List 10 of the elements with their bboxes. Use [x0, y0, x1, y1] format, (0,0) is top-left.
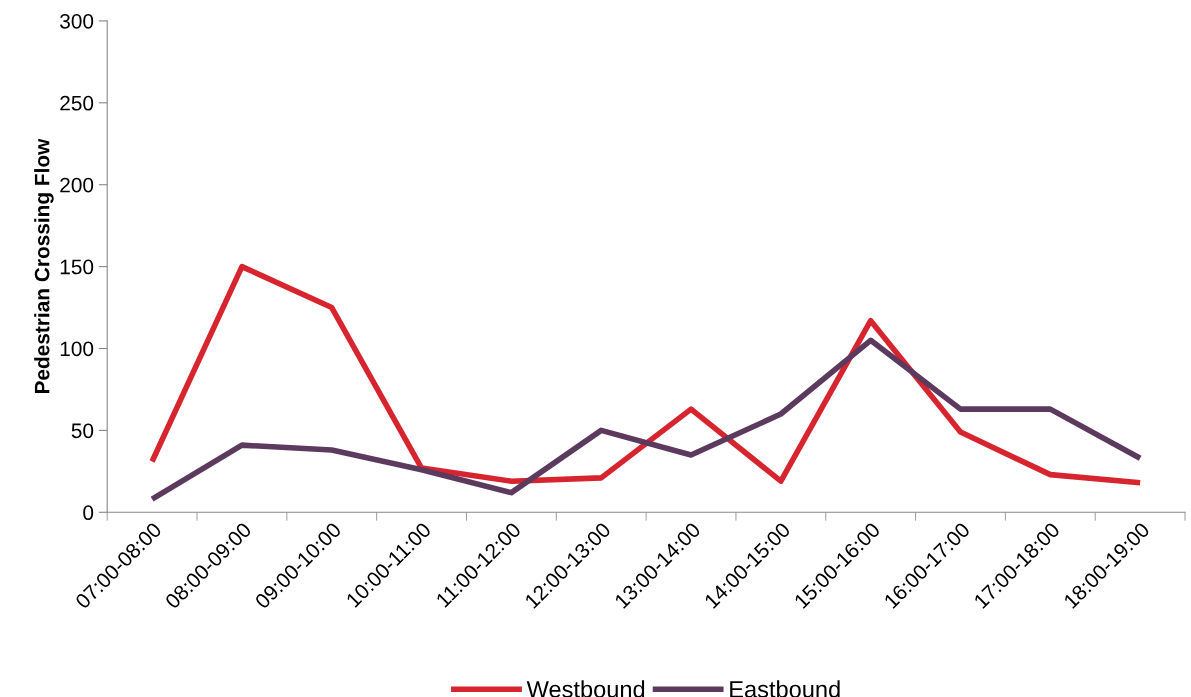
legend-label: Westbound: [526, 680, 645, 697]
y-tick-label: 250: [60, 95, 94, 111]
y-tick-label: 100: [60, 341, 94, 357]
legend-label: Eastbound: [730, 680, 840, 697]
y-tick-label: 150: [60, 259, 94, 275]
y-axis-title: Pedestrian Crossing Flow: [34, 138, 54, 394]
y-tick-label: 300: [60, 13, 94, 29]
y-tick-label: 50: [71, 423, 94, 439]
y-tick-label: 0: [83, 505, 94, 521]
y-tick-label: 200: [60, 177, 94, 193]
